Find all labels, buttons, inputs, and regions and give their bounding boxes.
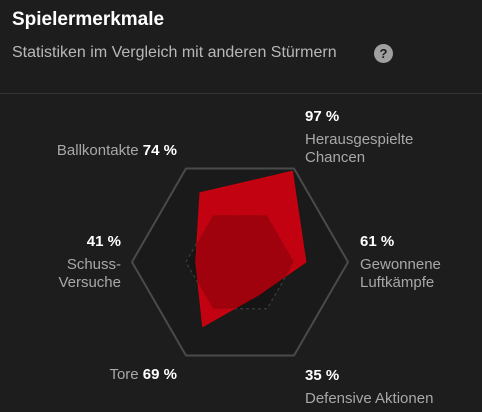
value-label: 41 % (86, 233, 121, 250)
value-label: 74 % (142, 142, 177, 159)
axis-label: 35 % Defensive Aktionen (305, 367, 480, 408)
subtitle: Statistiken im Vergleich mit anderen Stü… (12, 44, 337, 61)
axis-label: 61 % Gewonnene Luftkämpfe (360, 233, 470, 292)
axis-label: Ballkontakte 74 % (57, 142, 177, 160)
category-label: Tore (109, 366, 139, 383)
category-label: Schuss-Versuche (58, 256, 121, 291)
value-label: 69 % (142, 366, 177, 383)
radar-area (195, 170, 307, 328)
value-label: 35 % (305, 367, 340, 384)
axis-label: Tore 69 % (109, 366, 177, 384)
category-label: Ballkontakte (56, 142, 139, 159)
title: Spielermerkmale (12, 9, 165, 30)
category-label: Defensive Aktionen (305, 390, 434, 407)
help-icon[interactable]: ? (374, 44, 393, 63)
category-label: Herausgespielte Chancen (305, 131, 414, 166)
radar-inner-shade (186, 215, 294, 309)
category-label: Gewonnene Luftkämpfe (360, 256, 441, 291)
axis-label: 97 % Herausgespielte Chancen (305, 108, 445, 167)
value-label: 97 % (305, 108, 340, 125)
divider (0, 93, 482, 94)
axis-label: 41 % Schuss-Versuche (45, 233, 121, 292)
value-label: 61 % (360, 233, 395, 250)
